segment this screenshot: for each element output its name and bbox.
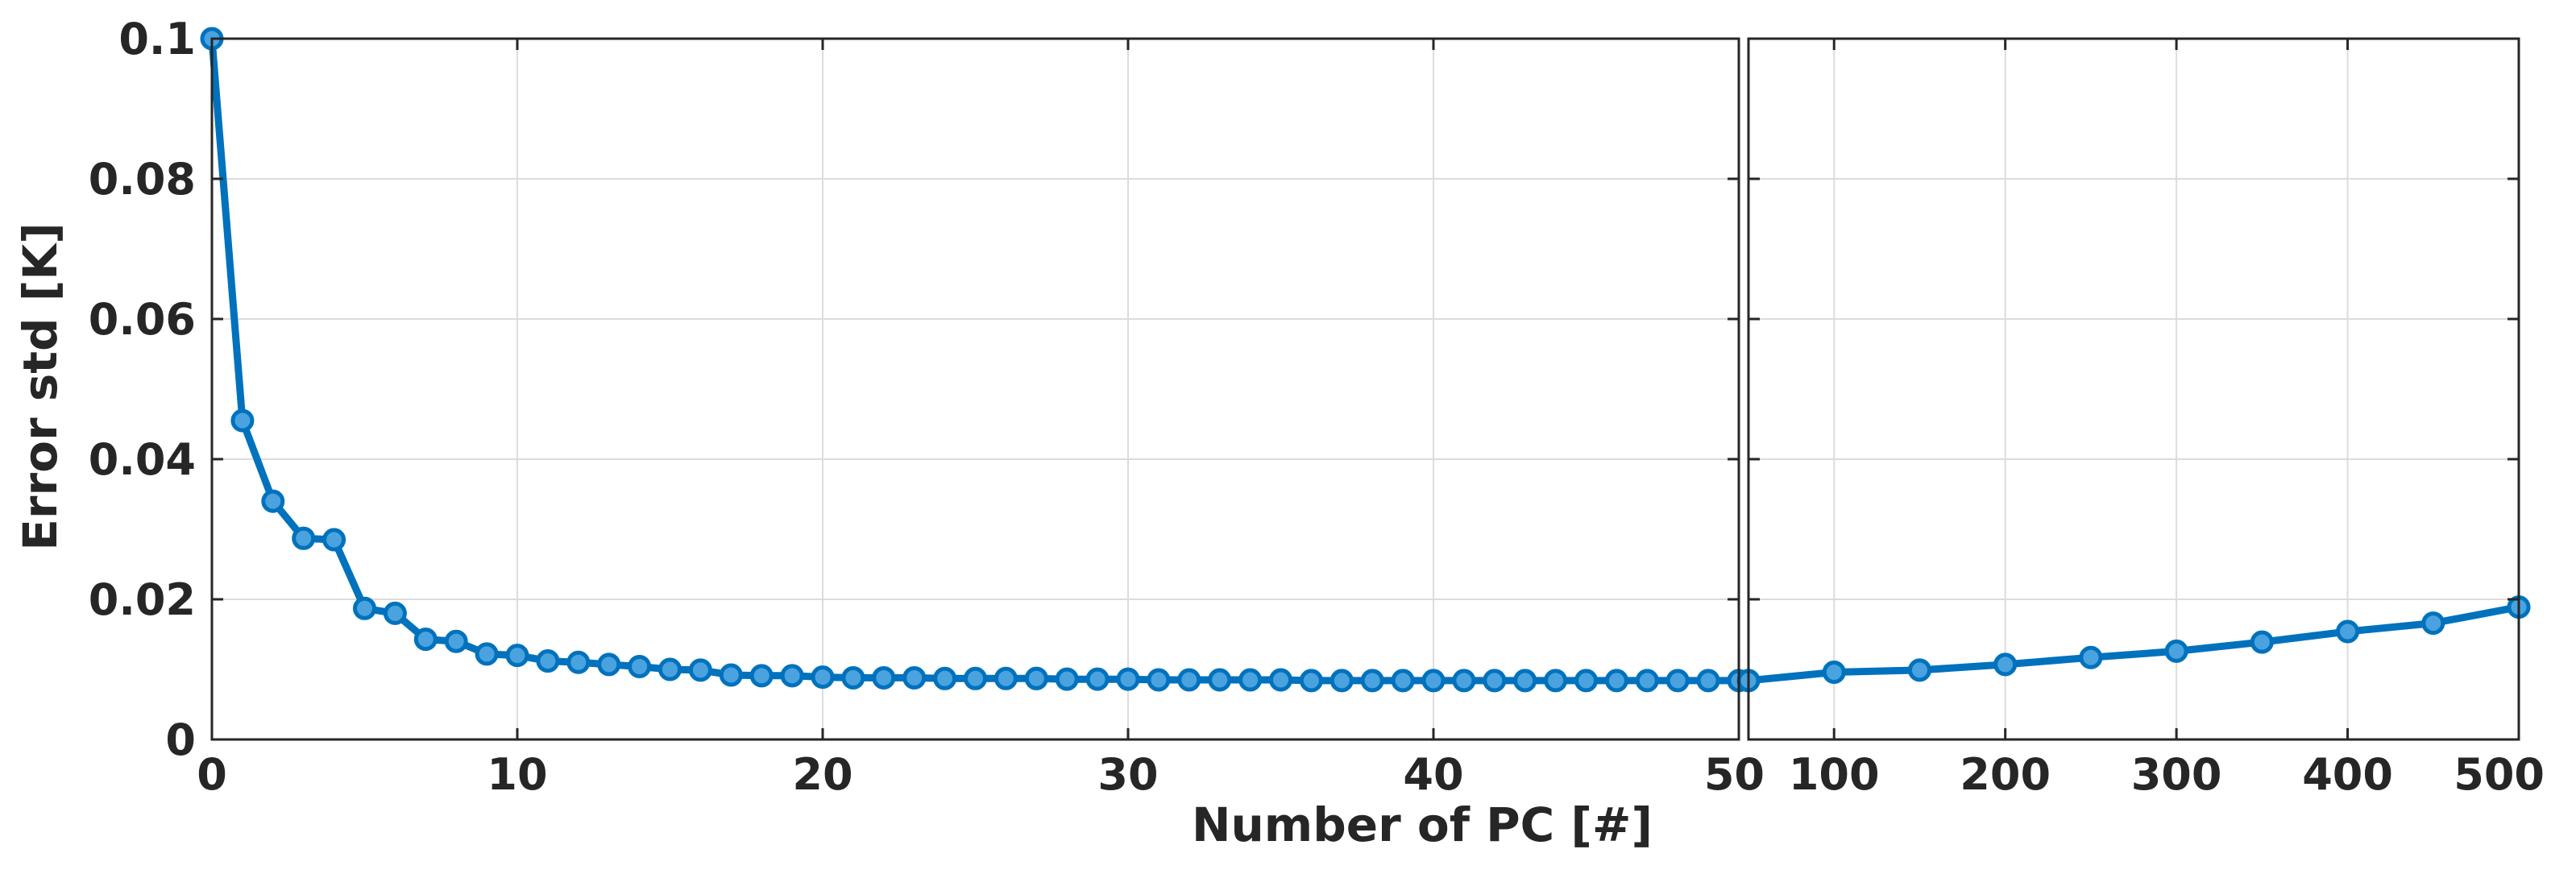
data-point [1085, 667, 1110, 691]
data-point [1604, 669, 1628, 693]
data-point [1421, 669, 1446, 693]
x-tick-label: 400 [2302, 749, 2393, 800]
y-tick-label: 0.08 [89, 154, 196, 205]
data-point [1574, 669, 1598, 693]
x-tick-label: 0 [197, 749, 227, 800]
data-point [1696, 669, 1720, 693]
data-point [841, 665, 865, 690]
data-point [1177, 668, 1201, 692]
x-axis-title: Number of PC [#] [1192, 797, 1653, 852]
data-point [658, 657, 682, 681]
data-point [2164, 639, 2188, 663]
x-tick-label: 50 [1704, 749, 1765, 800]
data-point [780, 664, 804, 688]
data-point [444, 629, 468, 653]
panel-frame-right [1747, 37, 2520, 741]
data-point [933, 666, 957, 690]
data-point [505, 644, 529, 668]
x-tick-label: 300 [2131, 749, 2222, 800]
panel-frame-left [210, 37, 1740, 741]
x-tick-label: 100 [1789, 749, 1880, 800]
y-tick-label: 0.1 [118, 14, 196, 64]
y-tick-label: 0 [165, 715, 196, 765]
data-point [964, 666, 987, 690]
data-point [811, 665, 835, 690]
x-tick-label: 40 [1403, 749, 1463, 800]
data-point [993, 666, 1018, 690]
series-line-right [1744, 603, 2523, 685]
data-point [628, 655, 652, 679]
data-point [1055, 667, 1079, 691]
y-tick-label: 0.04 [89, 434, 196, 485]
data-point [353, 596, 376, 620]
y-tick-label: 0.06 [89, 294, 196, 345]
data-point [292, 526, 316, 550]
data-point [566, 650, 591, 674]
data-point [1513, 669, 1537, 693]
data-point [1208, 668, 1232, 692]
y-tick-label: 0.02 [89, 574, 196, 625]
series-line-left [208, 35, 1743, 685]
data-point [1238, 668, 1263, 692]
data-point [872, 665, 896, 690]
data-point [2336, 619, 2360, 644]
data-point [2250, 630, 2274, 654]
x-tick-label: 500 [2454, 749, 2545, 800]
data-point [1269, 668, 1292, 692]
x-tick-label: 20 [792, 749, 852, 800]
data-point [1665, 669, 1690, 693]
series-error-std [200, 27, 2531, 693]
data-point [2421, 611, 2445, 636]
data-point [749, 664, 774, 688]
data-point [719, 663, 743, 687]
data-point [1329, 669, 1354, 693]
plot-frames [210, 37, 2520, 741]
data-point [1024, 666, 1048, 690]
data-point [688, 658, 712, 682]
data-point [261, 489, 285, 513]
data-point [475, 642, 499, 666]
data-point [1993, 652, 2018, 677]
data-point [322, 528, 346, 552]
x-tick-label: 200 [1960, 749, 2051, 800]
x-tick-label: 30 [1097, 749, 1158, 800]
x-tick-label: 10 [487, 749, 547, 800]
data-point [1452, 669, 1476, 693]
y-axis-title: Error std [K] [13, 222, 68, 550]
data-point [230, 408, 255, 433]
data-point [1822, 660, 1846, 684]
data-point [597, 652, 621, 677]
data-point [1147, 668, 1171, 692]
data-point [413, 628, 438, 652]
data-point [902, 665, 927, 690]
grid [212, 39, 2519, 739]
data-point [1483, 669, 1507, 693]
data-point [1299, 669, 1323, 693]
data-point [1360, 669, 1384, 693]
data-point [383, 601, 407, 625]
data-point [1907, 658, 1931, 682]
data-point [1116, 667, 1140, 691]
data-point [1635, 669, 1659, 693]
data-point [1391, 669, 1415, 693]
data-point [536, 649, 560, 673]
data-point [1544, 669, 1568, 693]
data-point [2079, 645, 2103, 669]
